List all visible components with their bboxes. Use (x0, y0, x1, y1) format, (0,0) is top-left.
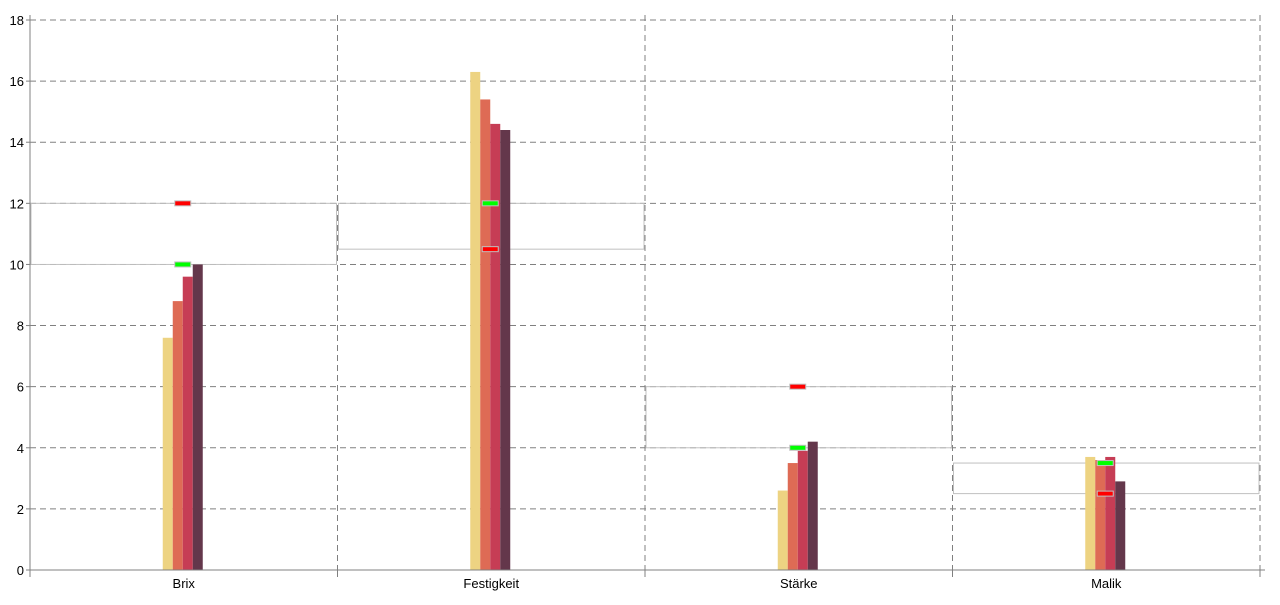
range-band (645, 386, 952, 449)
y-tick-label: 10 (10, 257, 24, 272)
bar (172, 301, 183, 570)
green-marker (789, 444, 807, 451)
x-tick-label: Stärke (780, 576, 818, 591)
bar (162, 337, 173, 570)
y-tick-label: 2 (17, 502, 24, 517)
bar (777, 490, 788, 570)
bar (1095, 460, 1106, 570)
bar (192, 264, 203, 570)
x-tick-label: Malik (1091, 576, 1122, 591)
red-marker (481, 246, 499, 253)
bar (1085, 456, 1096, 570)
red-marker (1096, 490, 1114, 497)
bar (787, 463, 798, 570)
bar (480, 99, 491, 570)
y-tick-label: 6 (17, 380, 24, 395)
red-marker (789, 383, 807, 390)
y-tick-label: 4 (17, 441, 24, 456)
red-marker (174, 200, 192, 207)
y-tick-label: 0 (17, 563, 24, 578)
bar (807, 441, 818, 570)
bar (1105, 456, 1116, 570)
y-tick-label: 14 (10, 135, 24, 150)
bar (1115, 481, 1126, 570)
y-tick-label: 12 (10, 196, 24, 211)
x-tick-label: Festigkeit (463, 576, 519, 591)
bar (182, 276, 193, 570)
green-marker (481, 200, 499, 207)
range-band (30, 202, 337, 265)
bar (797, 450, 808, 570)
bar (490, 123, 501, 570)
x-tick-label: Brix (173, 576, 196, 591)
green-marker (174, 261, 192, 268)
green-marker (1096, 460, 1114, 467)
y-tick-label: 16 (10, 74, 24, 89)
y-tick-label: 8 (17, 319, 24, 334)
y-tick-label: 18 (10, 13, 24, 28)
bar (470, 71, 481, 570)
bar (500, 130, 511, 570)
